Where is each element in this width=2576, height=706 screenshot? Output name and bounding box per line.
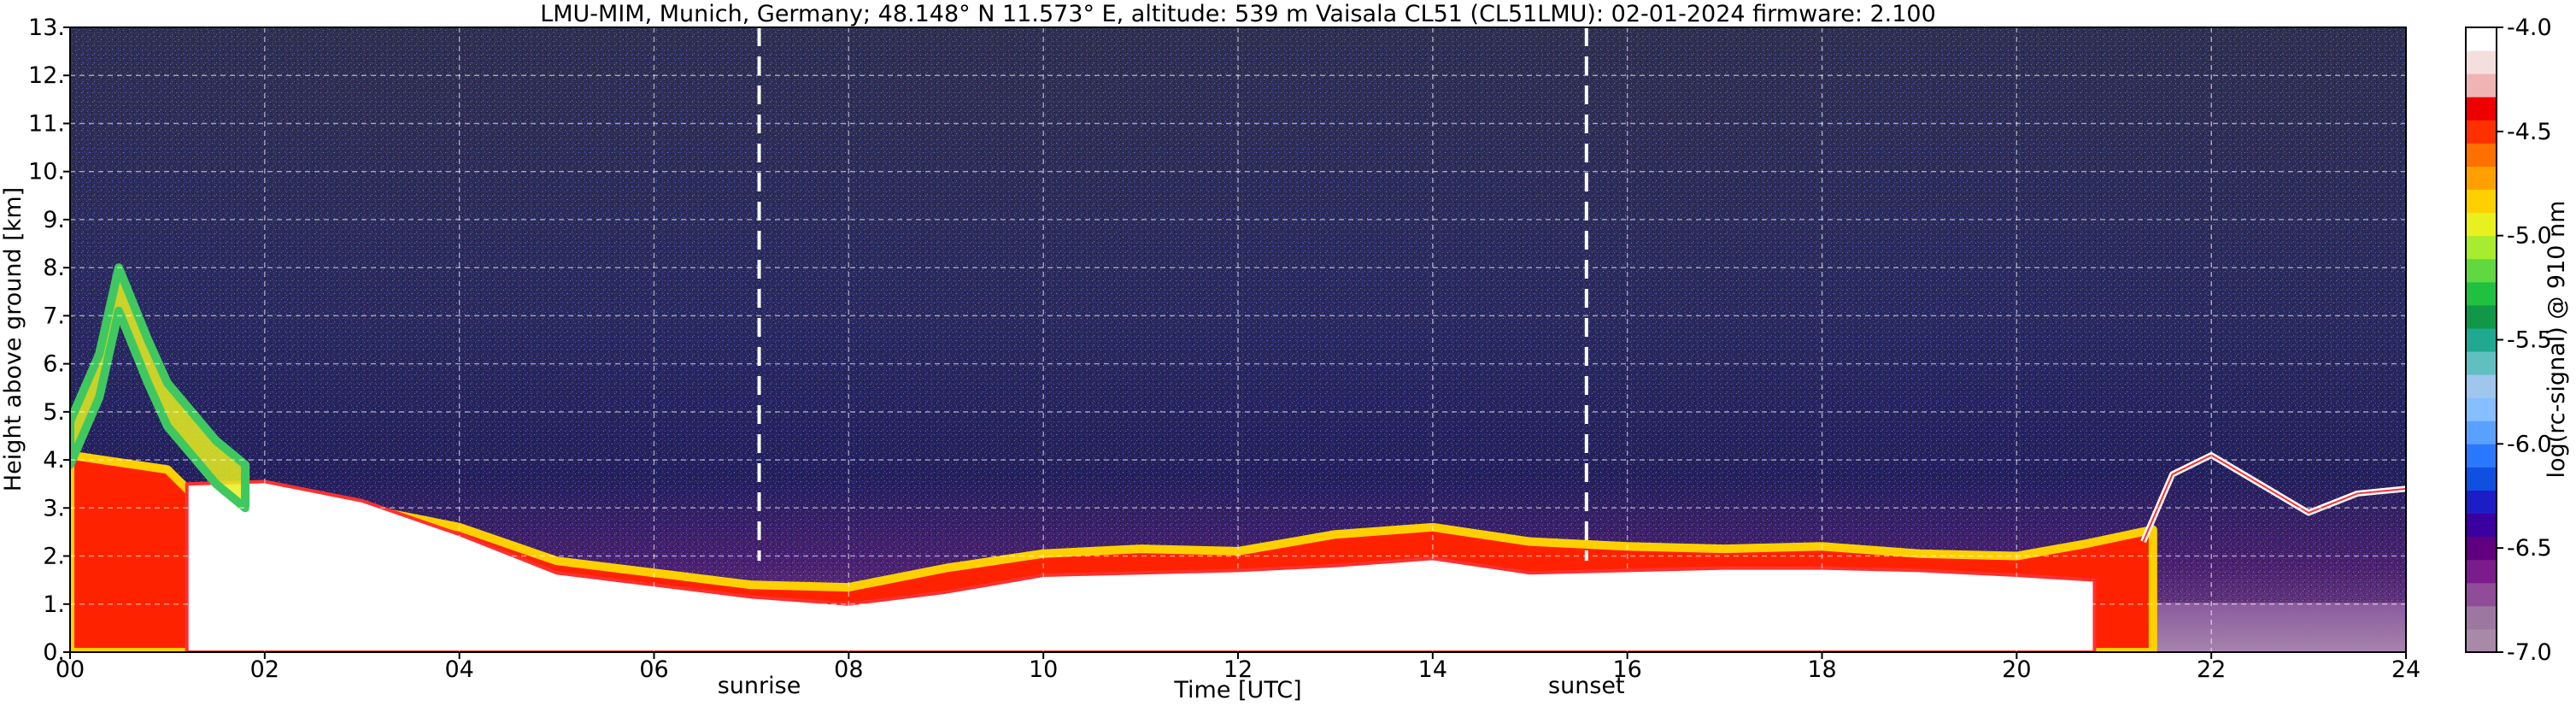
colorbar-swatch — [2466, 120, 2497, 144]
colorbar-tick-label: -7.0 — [2507, 639, 2552, 666]
colorbar-ticks: -4.0 -4.5 -5.0 -5.5 -6.0 -6.5 -7.0 — [2497, 15, 2552, 666]
colorbar-swatch — [2466, 490, 2497, 515]
colorbar-swatch — [2466, 97, 2497, 121]
colorbar-swatch — [2466, 235, 2497, 260]
colorbar: -4.0 -4.5 -5.0 -5.5 -6.0 -6.5 -7.0 log(rc-sign… — [2465, 15, 2570, 666]
x-tick-label: 22 — [2197, 656, 2226, 683]
y-tick-label: 6. — [43, 351, 65, 378]
sunset-label: sunset — [1548, 673, 1625, 699]
sunrise-label: sunrise — [718, 673, 801, 699]
x-tick-label: 16 — [1612, 656, 1641, 683]
x-tick-label: 02 — [250, 656, 279, 683]
colorbar-swatch — [2466, 304, 2497, 329]
chart-title: LMU-MIM, Munich, Germany; 48.148° N 11.5… — [540, 1, 1936, 27]
y-tick-label: 5. — [43, 399, 65, 426]
y-tick-label: 9. — [43, 207, 65, 233]
colorbar-swatch — [2466, 536, 2497, 561]
backscatter-field — [70, 27, 2406, 652]
colorbar-swatch — [2466, 258, 2497, 283]
y-tick-label: 11. — [28, 110, 65, 137]
x-axis: 00 02 04 06 08 10 12 14 16 18 20 22 24 — [56, 652, 2421, 683]
upper-cloud-edge — [2142, 454, 2406, 543]
y-tick-label: 2. — [43, 544, 65, 570]
x-tick-label: 06 — [639, 656, 668, 683]
y-axis: 0. 1. 2. 3. 4. 5. 6. 7. 8. 9. 10. 11. 12. 13. — [28, 15, 70, 666]
plot-area: 00 02 04 06 08 10 12 14 16 18 20 22 24 0. 1. 2. 3. 4. 5. 6… — [28, 15, 2421, 683]
y-tick-label: 12. — [28, 62, 65, 89]
colorbar-swatch — [2466, 397, 2497, 421]
colorbar-swatch — [2466, 582, 2497, 607]
x-tick-label: 00 — [56, 656, 85, 683]
high-cloud — [70, 263, 250, 513]
colorbar-swatch — [2466, 467, 2497, 491]
x-tick-label: 04 — [444, 656, 473, 683]
colorbar-label: log(rc-signal) @ 910 nm — [2544, 201, 2570, 479]
x-tick-label: 14 — [1418, 656, 1447, 683]
x-tick-label: 20 — [2002, 656, 2031, 683]
colorbar-tick-label: -4.0 — [2507, 15, 2552, 41]
y-tick-label: 10. — [28, 159, 65, 185]
y-axis-label: Height above ground [km] — [0, 187, 26, 491]
colorbar-swatch — [2466, 513, 2497, 538]
y-tick-label: 7. — [43, 303, 65, 329]
colorbar-swatch — [2466, 421, 2497, 444]
y-tick-label: 8. — [43, 255, 65, 281]
colorbar-tick-label: -6.5 — [2507, 535, 2552, 562]
colorbar-swatch — [2466, 628, 2497, 653]
y-tick-label: 4. — [43, 447, 65, 474]
colorbar-swatch — [2466, 444, 2497, 468]
colorbar-swatch — [2466, 74, 2497, 97]
boundary-layer-dense — [185, 479, 2097, 652]
colorbar-tick-label: -5.5 — [2507, 327, 2552, 354]
colorbar-tick-label: -5.0 — [2507, 223, 2552, 250]
y-tick-label: 13. — [28, 15, 65, 41]
colorbar-swatch — [2466, 605, 2497, 630]
colorbar-swatch — [2466, 189, 2497, 214]
y-tick-label: 1. — [43, 591, 65, 618]
colorbar-tick-label: -6.0 — [2507, 431, 2552, 457]
colorbar-swatch — [2466, 166, 2497, 191]
x-tick-label: 08 — [834, 656, 863, 683]
colorbar-swatches — [2466, 27, 2497, 653]
colorbar-swatch — [2466, 27, 2497, 51]
grid — [70, 27, 2406, 652]
colorbar-swatch — [2466, 327, 2497, 352]
colorbar-tick-label: -4.5 — [2507, 119, 2552, 145]
colorbar-swatch — [2466, 50, 2497, 74]
y-tick-label: 3. — [43, 495, 65, 521]
colorbar-swatch — [2466, 559, 2497, 584]
x-tick-label: 12 — [1223, 656, 1253, 683]
colorbar-swatch — [2466, 212, 2497, 237]
colorbar-swatch — [2466, 281, 2497, 306]
y-tick-label: 0. — [43, 639, 65, 666]
colorbar-swatch — [2466, 374, 2497, 398]
x-tick-label: 24 — [2391, 656, 2421, 683]
x-tick-label: 10 — [1029, 656, 1058, 683]
x-axis-label: Time [UTC] — [1173, 677, 1301, 703]
colorbar-swatch — [2466, 143, 2497, 167]
x-tick-label: 18 — [1807, 656, 1836, 683]
colorbar-swatch — [2466, 351, 2497, 375]
